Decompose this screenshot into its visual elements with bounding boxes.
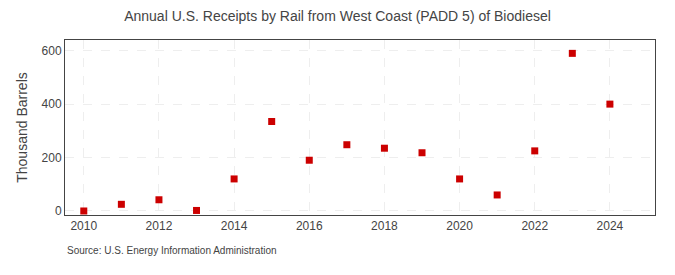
svg-text:2020: 2020 bbox=[446, 219, 473, 233]
svg-text:Source: U.S. Energy Informatio: Source: U.S. Energy Information Administ… bbox=[67, 245, 277, 256]
svg-text:2018: 2018 bbox=[371, 219, 398, 233]
svg-text:200: 200 bbox=[42, 151, 62, 165]
svg-text:2016: 2016 bbox=[296, 219, 323, 233]
svg-text:Annual U.S. Receipts by Rail f: Annual U.S. Receipts by Rail from West C… bbox=[124, 8, 551, 24]
svg-text:2010: 2010 bbox=[70, 219, 97, 233]
svg-text:600: 600 bbox=[42, 44, 62, 58]
svg-text:2014: 2014 bbox=[221, 219, 248, 233]
svg-text:Thousand Barrels: Thousand Barrels bbox=[14, 72, 30, 183]
svg-text:0: 0 bbox=[55, 204, 62, 218]
svg-text:2024: 2024 bbox=[597, 219, 624, 233]
svg-text:400: 400 bbox=[42, 97, 62, 111]
svg-text:2012: 2012 bbox=[146, 219, 173, 233]
svg-text:2022: 2022 bbox=[521, 219, 548, 233]
